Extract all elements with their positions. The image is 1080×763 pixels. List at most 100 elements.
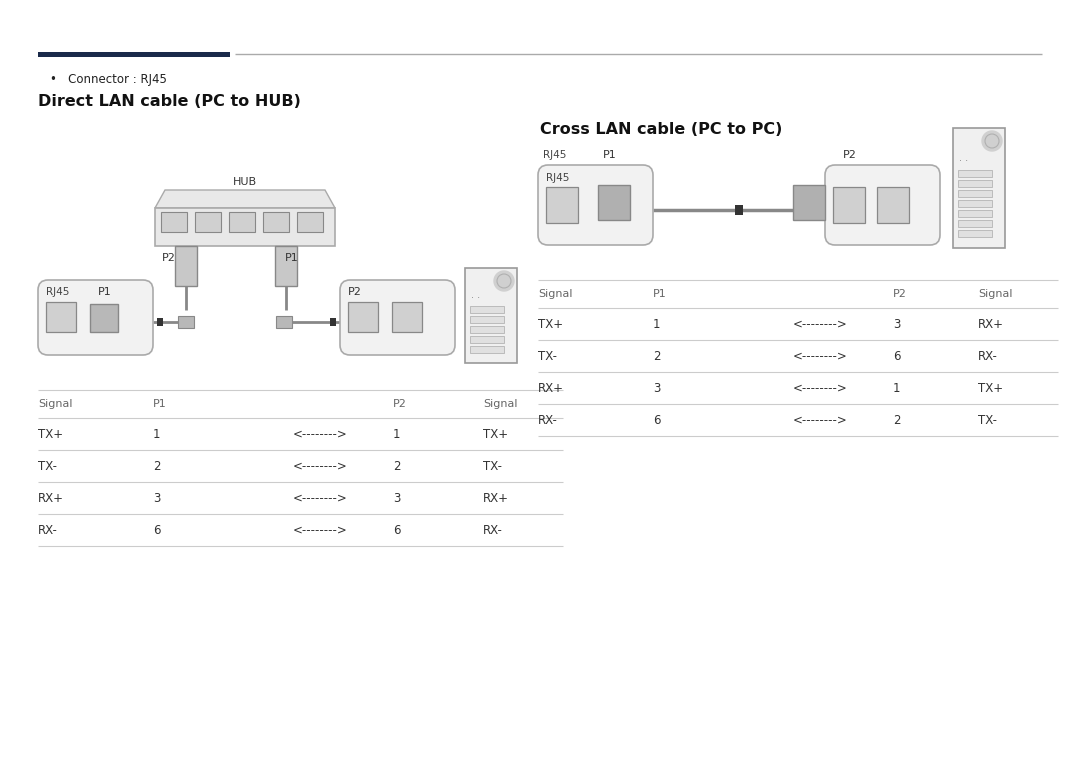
Text: 3: 3: [653, 382, 660, 394]
Bar: [38, 52, 230, 57]
Bar: [264, 212, 289, 232]
Bar: [958, 230, 993, 237]
Bar: [276, 316, 292, 328]
Bar: [470, 326, 504, 333]
Text: RX-: RX-: [38, 523, 58, 536]
Text: <-------->: <-------->: [293, 523, 348, 536]
Text: 1: 1: [653, 317, 661, 330]
Text: RX+: RX+: [538, 382, 564, 394]
Text: <-------->: <-------->: [793, 414, 848, 427]
Text: TX+: TX+: [483, 427, 508, 440]
Circle shape: [494, 271, 514, 291]
Text: RX-: RX-: [483, 523, 503, 536]
FancyBboxPatch shape: [825, 165, 940, 245]
Circle shape: [982, 131, 1002, 151]
Text: 1: 1: [153, 427, 161, 440]
Text: P1: P1: [285, 253, 299, 263]
Bar: [330, 318, 336, 326]
Text: •   Connector : RJ45: • Connector : RJ45: [50, 72, 167, 85]
Text: TX+: TX+: [38, 427, 63, 440]
Text: RX+: RX+: [38, 491, 64, 504]
Text: TX-: TX-: [38, 459, 57, 472]
Text: 2: 2: [153, 459, 161, 472]
Text: TX-: TX-: [978, 414, 997, 427]
Bar: [195, 212, 221, 232]
Text: P1: P1: [653, 289, 666, 299]
Text: RJ45: RJ45: [546, 173, 569, 183]
Text: P2: P2: [843, 150, 856, 160]
Bar: [470, 316, 504, 323]
Text: 6: 6: [653, 414, 661, 427]
Text: <-------->: <-------->: [293, 459, 348, 472]
Bar: [958, 220, 993, 227]
Bar: [958, 180, 993, 187]
Bar: [735, 205, 743, 215]
Bar: [156, 208, 335, 246]
Bar: [958, 210, 993, 217]
Text: P2: P2: [348, 287, 362, 297]
Text: 6: 6: [153, 523, 161, 536]
Text: · ·: · ·: [959, 156, 968, 166]
Text: HUB: HUB: [233, 177, 257, 187]
Text: Signal: Signal: [538, 289, 572, 299]
Text: 6: 6: [893, 349, 901, 362]
Bar: [470, 336, 504, 343]
Text: <-------->: <-------->: [793, 349, 848, 362]
Bar: [546, 187, 578, 223]
Polygon shape: [156, 190, 335, 208]
Bar: [598, 185, 630, 220]
Bar: [175, 246, 197, 286]
Bar: [953, 128, 1005, 248]
Bar: [470, 346, 504, 353]
Text: Cross LAN cable (PC to PC): Cross LAN cable (PC to PC): [540, 123, 782, 137]
Text: TX-: TX-: [483, 459, 502, 472]
Text: P2: P2: [893, 289, 907, 299]
Text: Signal: Signal: [38, 399, 72, 409]
Text: RX+: RX+: [978, 317, 1004, 330]
Text: Signal: Signal: [483, 399, 517, 409]
Bar: [958, 170, 993, 177]
Text: 3: 3: [893, 317, 901, 330]
Text: RJ45: RJ45: [46, 287, 69, 297]
Text: 6: 6: [393, 523, 401, 536]
FancyBboxPatch shape: [340, 280, 455, 355]
Text: 2: 2: [653, 349, 661, 362]
Bar: [275, 246, 297, 286]
Text: P1: P1: [153, 399, 166, 409]
Text: P2: P2: [162, 253, 176, 263]
Bar: [833, 187, 865, 223]
Text: Signal: Signal: [978, 289, 1013, 299]
Bar: [178, 316, 194, 328]
Bar: [958, 190, 993, 197]
Text: <-------->: <-------->: [793, 382, 848, 394]
Text: RX-: RX-: [538, 414, 558, 427]
Text: 3: 3: [153, 491, 160, 504]
Text: P1: P1: [603, 150, 617, 160]
Bar: [392, 302, 422, 332]
Bar: [90, 304, 118, 332]
Bar: [46, 302, 76, 332]
Text: · ·: · ·: [471, 293, 481, 303]
Text: RX+: RX+: [483, 491, 509, 504]
Text: TX+: TX+: [978, 382, 1003, 394]
FancyBboxPatch shape: [538, 165, 653, 245]
Text: <-------->: <-------->: [293, 491, 348, 504]
Bar: [348, 302, 378, 332]
Text: TX-: TX-: [538, 349, 557, 362]
Text: <-------->: <-------->: [793, 317, 848, 330]
Bar: [161, 212, 187, 232]
Bar: [297, 212, 323, 232]
Bar: [229, 212, 255, 232]
Bar: [958, 200, 993, 207]
Text: <-------->: <-------->: [293, 427, 348, 440]
Text: RX-: RX-: [978, 349, 998, 362]
Text: Direct LAN cable (PC to HUB): Direct LAN cable (PC to HUB): [38, 95, 301, 110]
Bar: [157, 318, 163, 326]
Text: 1: 1: [393, 427, 401, 440]
Bar: [877, 187, 909, 223]
Text: 1: 1: [893, 382, 901, 394]
Text: TX+: TX+: [538, 317, 563, 330]
Bar: [465, 268, 517, 363]
Text: P1: P1: [98, 287, 111, 297]
Text: 2: 2: [393, 459, 401, 472]
